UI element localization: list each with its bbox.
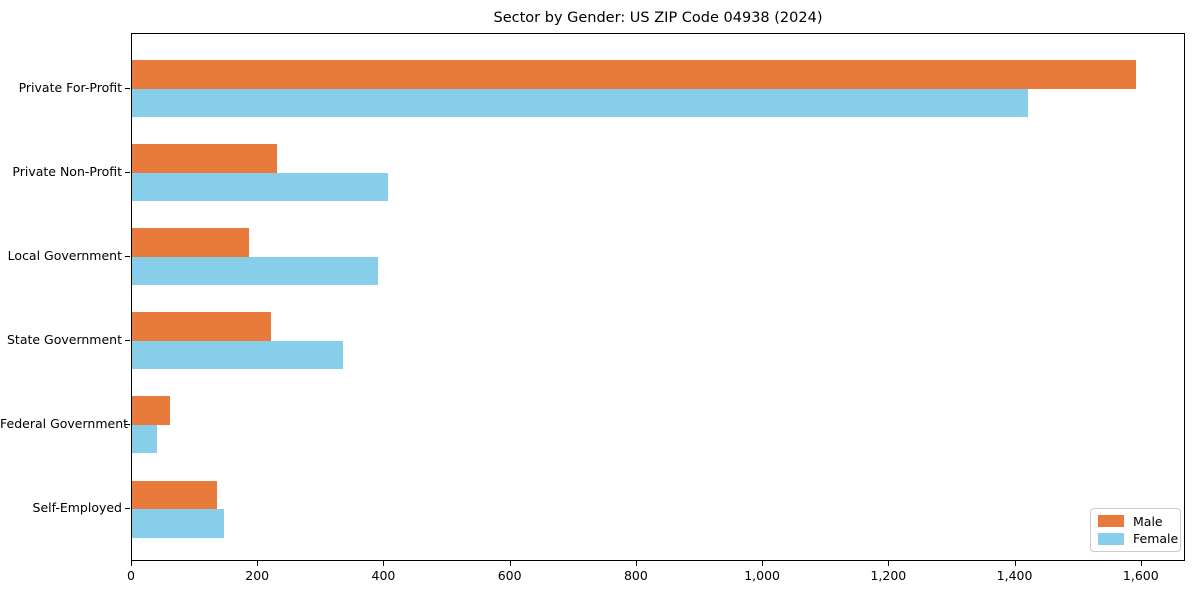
y-tick-label: Self-Employed bbox=[32, 500, 122, 515]
x-tick-mark bbox=[509, 561, 511, 566]
x-tick-mark bbox=[131, 561, 132, 566]
x-tick-label: 800 bbox=[623, 568, 648, 583]
y-tick-label: Federal Government bbox=[0, 415, 129, 431]
x-tick-label: 1,200 bbox=[870, 568, 907, 583]
bar-male-6 bbox=[132, 480, 218, 509]
bar-female-1 bbox=[132, 88, 1029, 117]
x-tick-label: 1,000 bbox=[744, 568, 781, 583]
legend: Male Female bbox=[1090, 508, 1181, 552]
legend-swatch-female bbox=[1098, 532, 1124, 545]
bar-male-4 bbox=[132, 312, 271, 341]
x-tick-label: 1,400 bbox=[996, 568, 1033, 583]
bar-male-2 bbox=[132, 144, 278, 173]
legend-label-female: Female bbox=[1133, 531, 1179, 547]
x-tick-mark bbox=[762, 561, 764, 566]
x-tick-label: 200 bbox=[245, 568, 270, 583]
x-tick-mark bbox=[635, 561, 637, 566]
legend-entry-male: Male bbox=[1098, 514, 1173, 529]
legend-entry-female: Female bbox=[1098, 531, 1178, 546]
bar-female-2 bbox=[132, 172, 388, 202]
y-tick-mark bbox=[125, 508, 130, 509]
y-tick-mark bbox=[125, 423, 130, 425]
x-tick-mark bbox=[257, 561, 259, 566]
y-tick-label: Private Non-Profit bbox=[12, 163, 122, 179]
legend-label-male: Male bbox=[1133, 513, 1163, 529]
bar-female-6 bbox=[132, 509, 224, 538]
x-tick-label: 1,600 bbox=[1122, 568, 1159, 583]
bar-female-4 bbox=[132, 340, 344, 370]
plot-area bbox=[131, 33, 1185, 561]
x-tick-mark bbox=[1014, 561, 1016, 566]
y-tick-label: State Government bbox=[6, 331, 122, 347]
y-tick-label: Local Government bbox=[7, 247, 122, 263]
bar-female-5 bbox=[132, 424, 158, 454]
y-tick-mark bbox=[125, 339, 130, 341]
bar-male-1 bbox=[132, 60, 1136, 89]
x-tick-label: 600 bbox=[497, 568, 522, 583]
x-tick-label: 0 bbox=[127, 568, 135, 583]
bar-male-5 bbox=[132, 396, 170, 425]
chart-title: Sector by Gender: US ZIP Code 04938 (202… bbox=[493, 10, 823, 26]
bar-male-3 bbox=[132, 228, 249, 257]
bar-female-3 bbox=[132, 256, 379, 286]
y-tick-mark bbox=[125, 87, 130, 89]
y-tick-mark bbox=[125, 255, 130, 257]
x-tick-mark bbox=[1140, 561, 1142, 566]
legend-swatch-male bbox=[1098, 515, 1124, 528]
x-tick-label: 400 bbox=[371, 568, 396, 583]
y-tick-label: Private For-Profit bbox=[18, 79, 122, 95]
x-tick-mark bbox=[888, 561, 890, 566]
x-tick-mark bbox=[383, 561, 385, 566]
y-tick-mark bbox=[125, 171, 130, 173]
